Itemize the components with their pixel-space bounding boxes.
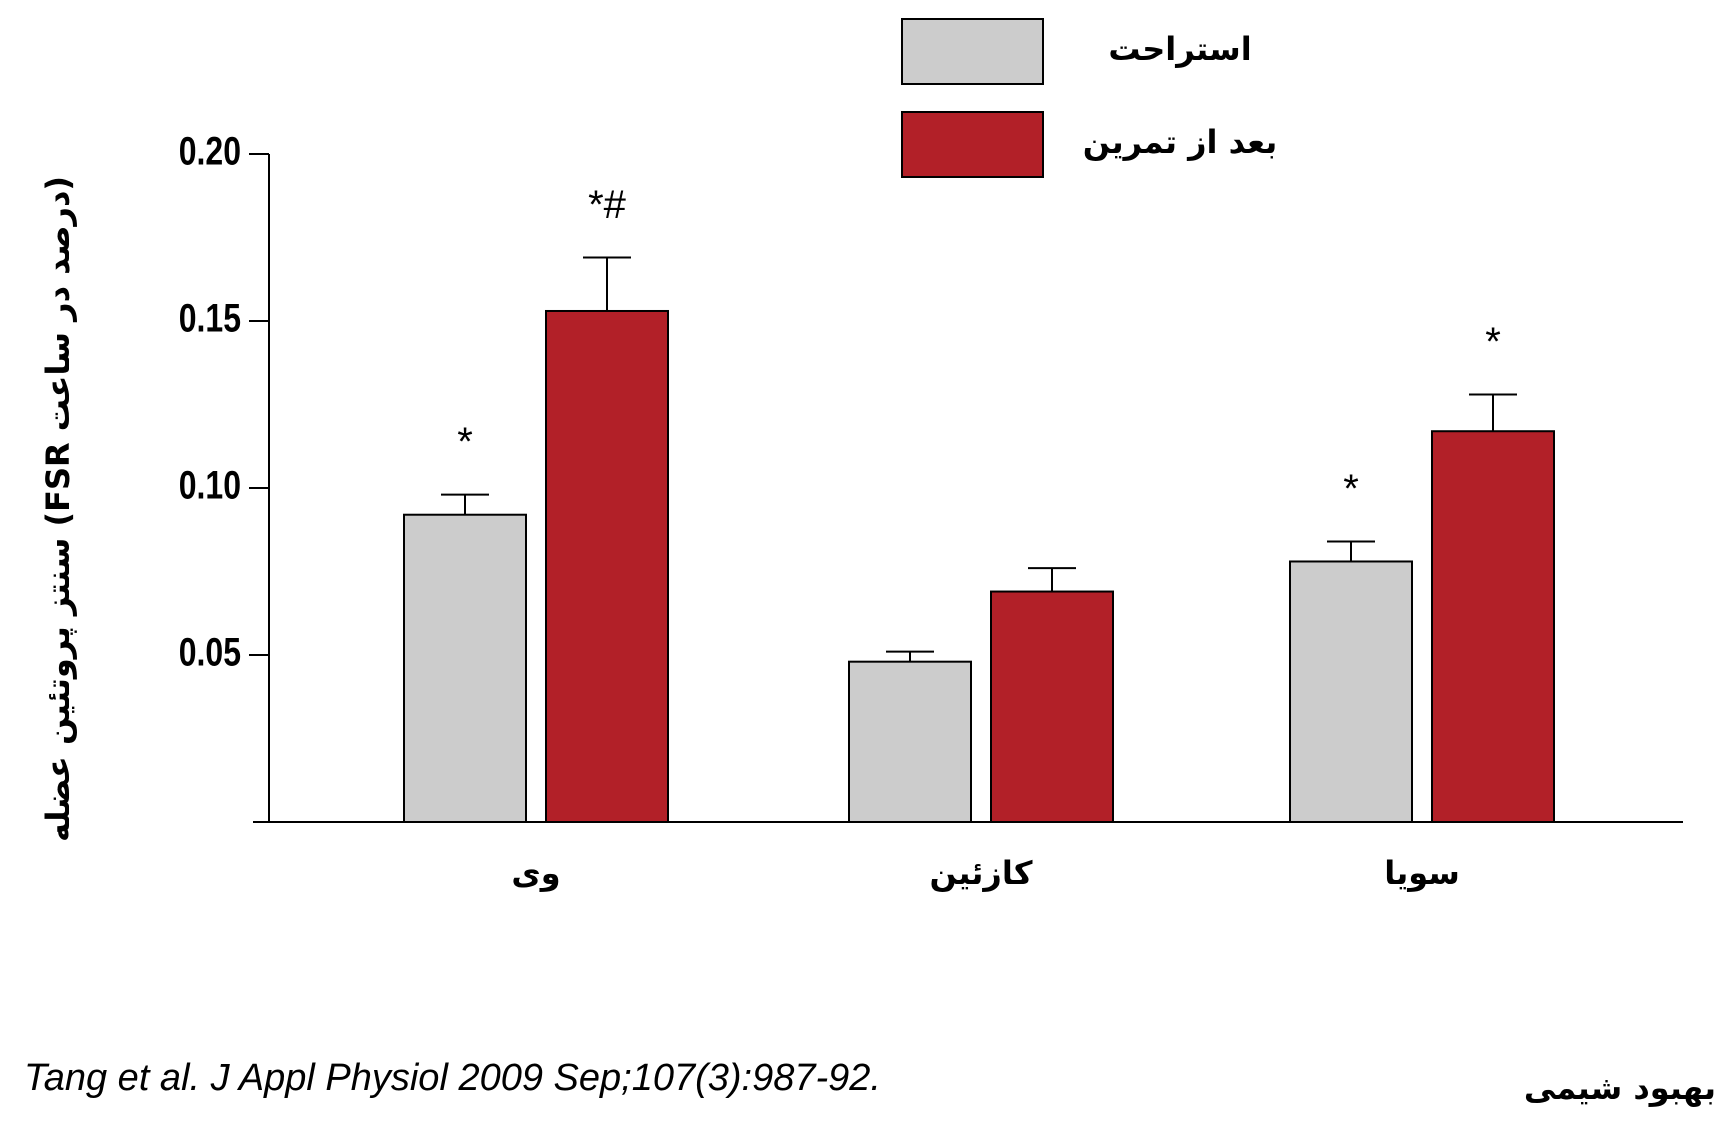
error-bar bbox=[441, 493, 489, 515]
error-bar bbox=[1327, 540, 1375, 562]
legend-swatch bbox=[901, 18, 1044, 85]
source: Tang et al. J Appl Physiol 2009 Sep;107(… bbox=[24, 1057, 881, 1099]
significance-label: * bbox=[1485, 320, 1501, 364]
y-tick-label: 0.10 bbox=[179, 462, 241, 507]
y-tick-label: 0.05 bbox=[179, 629, 241, 674]
legend-label: استراحت bbox=[1108, 30, 1251, 68]
bar bbox=[990, 590, 1114, 823]
bar bbox=[403, 513, 527, 823]
bar bbox=[545, 309, 669, 823]
y-tick-label: 0.15 bbox=[179, 295, 241, 340]
bar bbox=[1289, 560, 1413, 823]
error-bar bbox=[583, 256, 631, 311]
watermark: بهبود شیمی bbox=[1524, 1069, 1716, 1107]
x-tick-label: سویا bbox=[1384, 854, 1460, 892]
x-tick-label: وی bbox=[511, 854, 560, 892]
x-tick-label: کازئین bbox=[930, 854, 1033, 892]
bar bbox=[1431, 430, 1555, 823]
error-bar bbox=[1469, 393, 1517, 432]
significance-label: *# bbox=[588, 183, 627, 227]
legend-label: بعد از تمرین bbox=[1083, 123, 1277, 161]
legend-swatch bbox=[901, 111, 1044, 178]
bar bbox=[848, 660, 972, 823]
y-axis-label: سنتز پروتئین عضله (FSR درصد در ساعت) bbox=[39, 176, 77, 842]
significance-label: * bbox=[1343, 467, 1359, 511]
y-tick-label: 0.20 bbox=[179, 128, 241, 173]
significance-label: * bbox=[457, 420, 473, 464]
error-bar bbox=[886, 650, 934, 662]
error-bar bbox=[1028, 567, 1076, 592]
